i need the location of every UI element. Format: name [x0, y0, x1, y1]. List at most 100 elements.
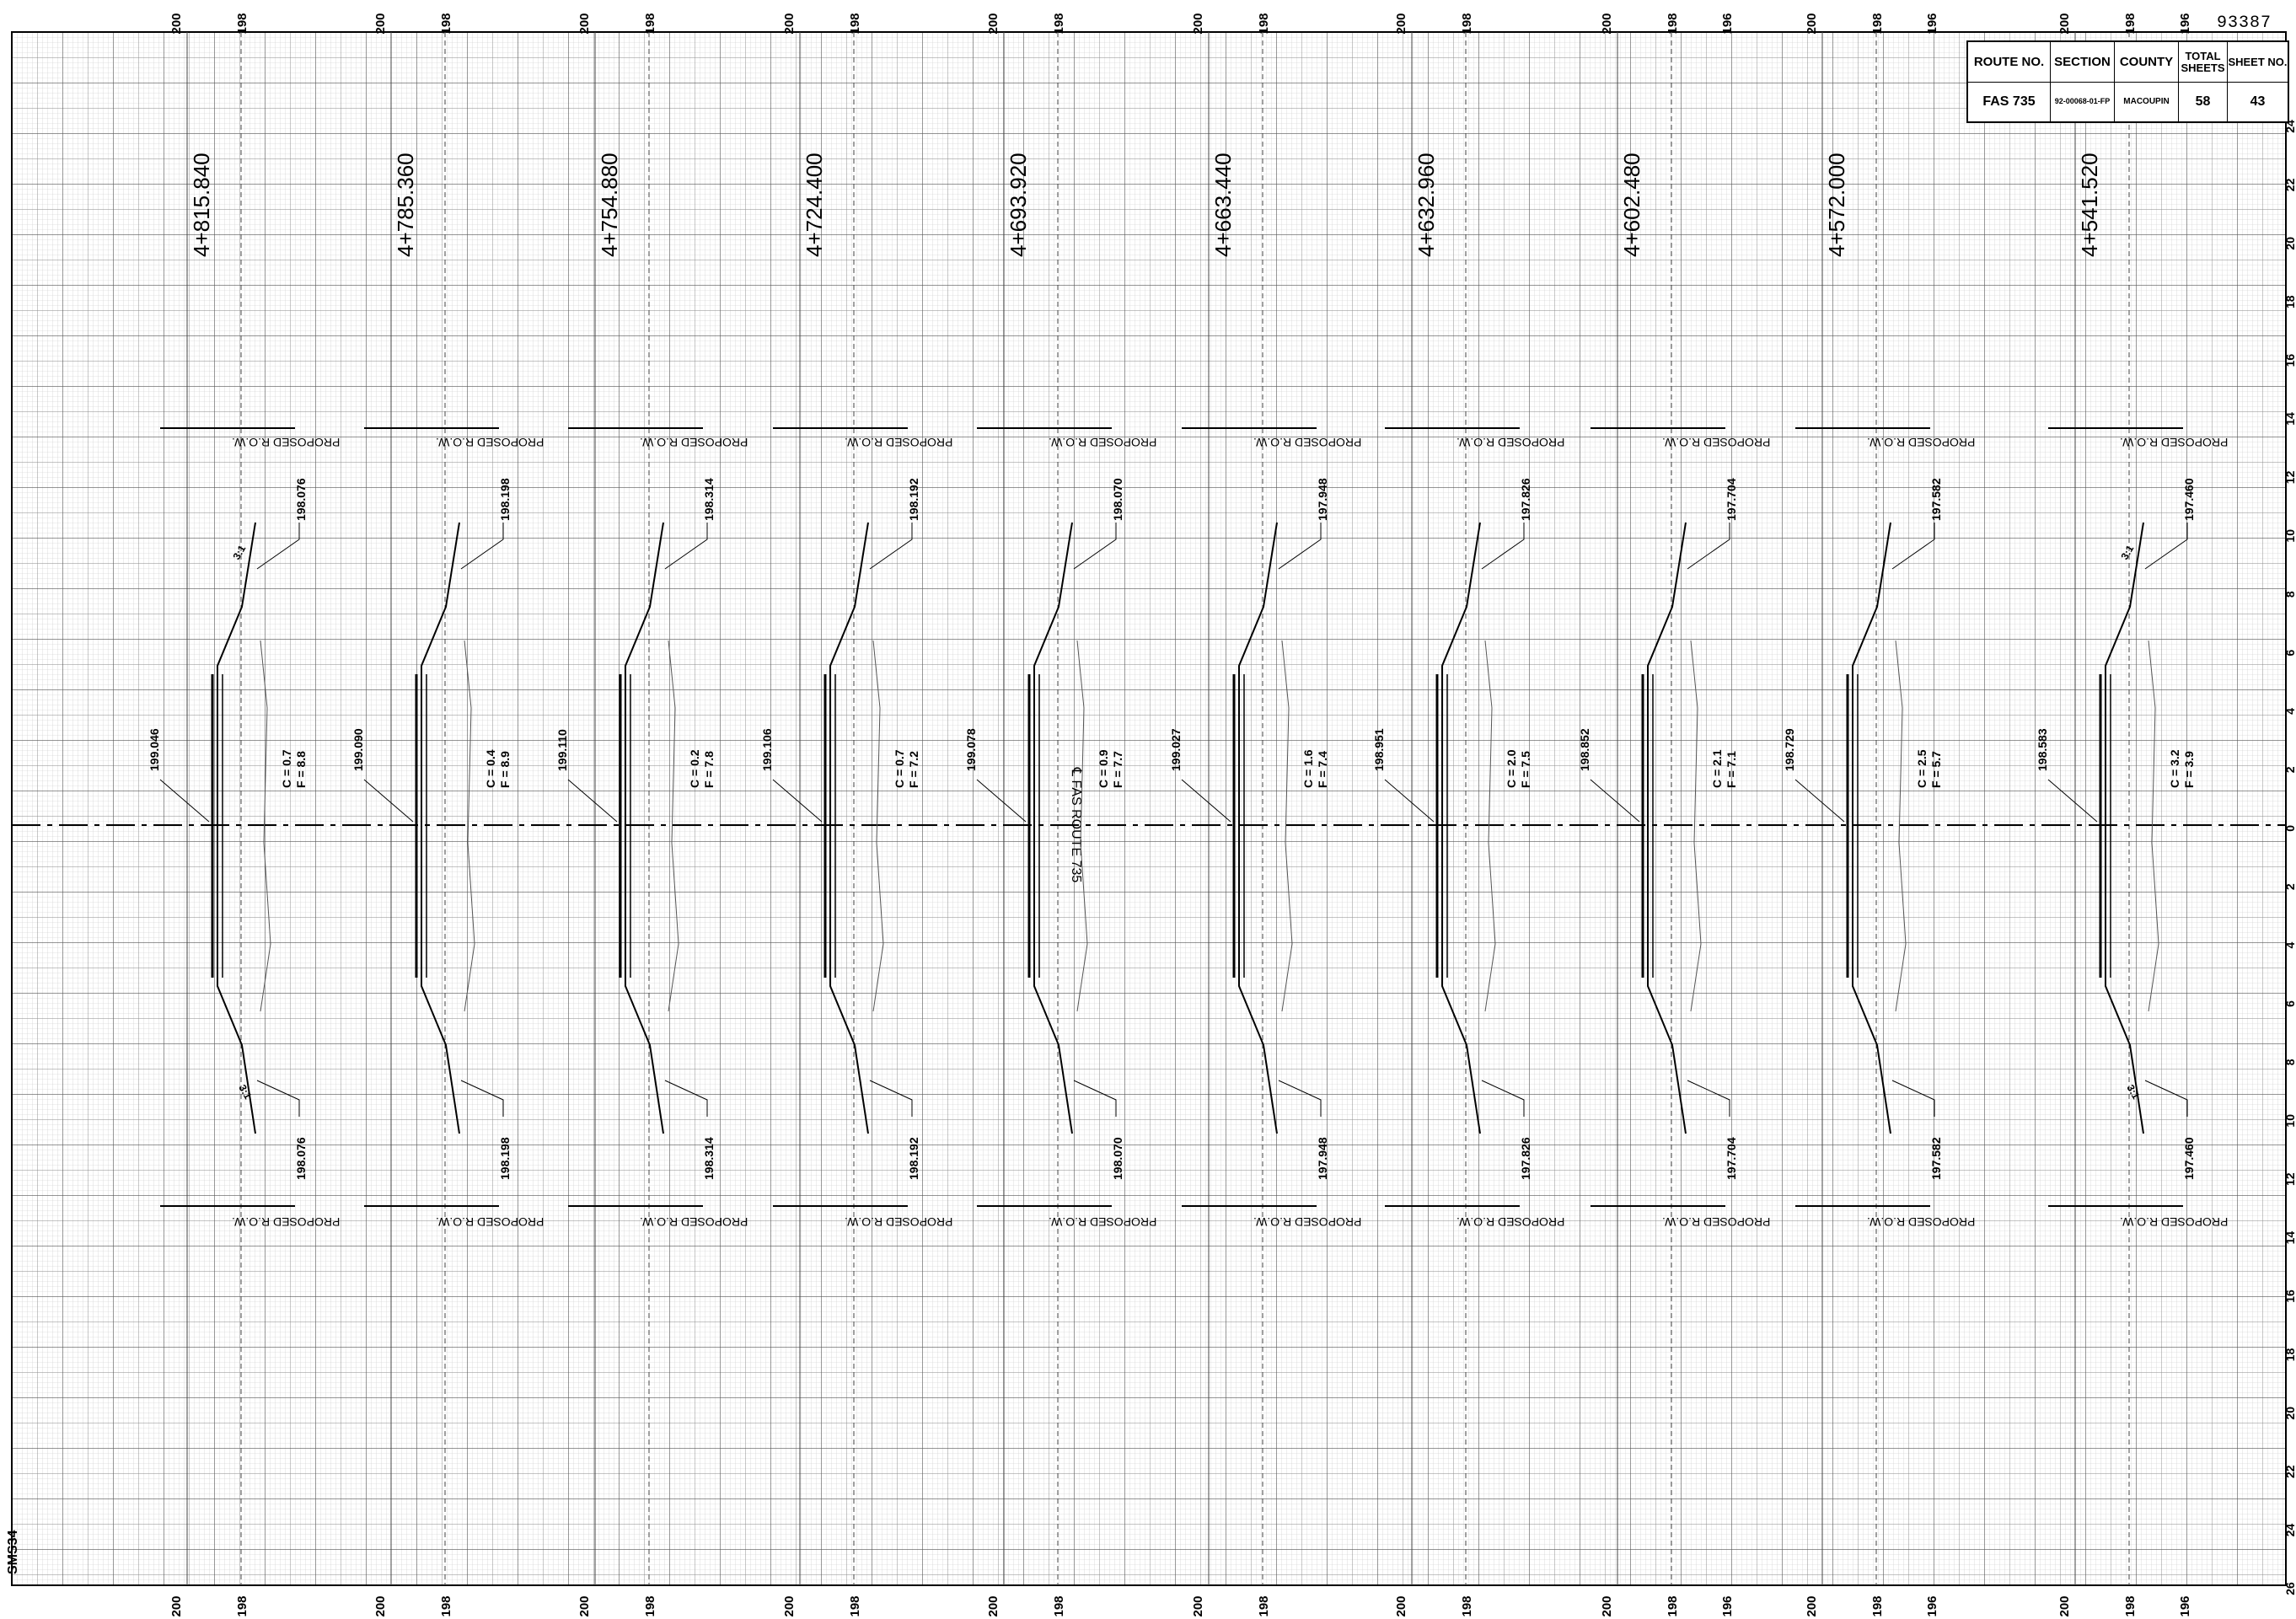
station-label: 4+754.880 [597, 153, 622, 257]
county-value: MACOUPIN [2115, 83, 2179, 121]
edge-elev-leader-bottom [1073, 1080, 1117, 1117]
edge-elev-leader-top [1073, 523, 1117, 570]
edge-elev-leader-bottom [256, 1080, 300, 1117]
centerline-elevation: 199.106 [760, 728, 774, 771]
sheet-no-value: 43 [2250, 94, 2266, 109]
station-label: 4+541.520 [2077, 153, 2102, 257]
fill-value: F = 7.1 [1725, 751, 1738, 788]
edge-elev-leader-bottom [664, 1080, 708, 1117]
existing-ground-line [872, 640, 884, 1012]
offset-label-20: 20 [2283, 237, 2296, 250]
grid-paper [11, 31, 2287, 1586]
route-no-value: FAS 735 [1968, 83, 2051, 121]
cross-sections: 4+815.840 PROPOSED R.O.W. PROPOSED R.O.W. 1… [148, 153, 2228, 1229]
right-offset-scale: 2422201816141210864202468101214161820222… [2283, 120, 2296, 1595]
cut-value: C = 2.0 [1505, 749, 1518, 788]
fill-value: F = 7.2 [907, 751, 920, 788]
bottom-scale-196: 196 [1720, 1595, 1735, 1616]
edge-elev-leader-top [1687, 523, 1730, 570]
existing-ground-line [1281, 640, 1293, 1012]
top-scale-200: 200 [1805, 13, 1819, 34]
centerline-elevation: 199.046 [148, 728, 161, 771]
fill-value: F = 7.8 [702, 751, 716, 788]
top-scale-196: 196 [2178, 13, 2192, 34]
proposed-section-profile [2105, 522, 2144, 1134]
row-label-bottom: PROPOSED R.O.W. [1662, 1215, 1770, 1229]
bottom-scale-200: 200 [1394, 1595, 1408, 1616]
centerline-elevation: 198.583 [2036, 728, 2049, 771]
route-no-header: ROUTE NO. [1968, 42, 2051, 83]
bottom-scale-198: 198 [1870, 1595, 1885, 1616]
cross-section-4+541.520: 4+541.520 PROPOSED R.O.W. PROPOSED R.O.W. 1… [2036, 153, 2228, 1229]
edge-elevation-top: 198.070 [1111, 478, 1124, 521]
row-label-bottom: PROPOSED R.O.W. [1456, 1215, 1564, 1229]
bottom-scale-198: 198 [1052, 1595, 1066, 1616]
bottom-scale-200: 200 [782, 1595, 797, 1616]
edge-elev-leader-bottom [1481, 1080, 1525, 1117]
bottom-scale-200: 200 [169, 1595, 184, 1616]
proposed-section-profile [625, 522, 664, 1134]
edge-elevation-bottom: 197.704 [1725, 1137, 1738, 1180]
top-scale-200: 200 [577, 13, 592, 34]
top-scale-200: 200 [1600, 13, 1614, 34]
section-header: SECTION [2051, 42, 2115, 83]
station-label: 4+724.400 [802, 153, 827, 257]
offset-label-22: 22 [2283, 178, 2296, 191]
row-label-top: PROPOSED R.O.W. [640, 436, 748, 449]
row-label-top: PROPOSED R.O.W. [436, 436, 544, 449]
bottom-scale-198: 198 [1257, 1595, 1271, 1616]
edge-elev-leader-bottom [1278, 1080, 1322, 1117]
row-label-bottom: PROPOSED R.O.W. [845, 1215, 952, 1229]
total-sheets-header: TOTAL SHEETS [2179, 42, 2228, 83]
cut-value: C = 0.2 [688, 749, 701, 788]
station-label: 4+785.360 [393, 153, 418, 257]
centerline-elevation: 198.951 [1372, 728, 1386, 771]
total-sheets-value: 58 [2179, 83, 2228, 121]
offset-label-14: 14 [2283, 412, 2296, 426]
edge-elevation-top: 198.192 [907, 478, 920, 521]
edge-elevation-bottom: 197.948 [1316, 1137, 1329, 1180]
existing-ground-line [260, 640, 271, 1012]
top-scale-198: 198 [848, 13, 862, 34]
cross-section-4+815.840: 4+815.840 PROPOSED R.O.W. PROPOSED R.O.W. 1… [148, 153, 340, 1229]
row-label-top: PROPOSED R.O.W. [1867, 436, 1975, 449]
edge-elevation-bottom: 198.076 [294, 1137, 308, 1180]
cross-section-4+632.960: 4+632.960 PROPOSED R.O.W. PROPOSED R.O.W. 1… [1372, 153, 1564, 1229]
edge-elev-leader-bottom [869, 1080, 913, 1117]
top-elevation-scale: 200 198 200 198 200 198 200 198 200 198 200 198 200 1… [169, 13, 2192, 34]
fill-value: F = 8.9 [498, 751, 512, 788]
edge-elev-leader-top [664, 523, 708, 570]
centerline-elev-leader [2047, 779, 2098, 823]
row-label-bottom: PROPOSED R.O.W. [436, 1215, 544, 1229]
fill-value: F = 5.7 [1929, 751, 1943, 788]
centerline-elev-leader [1590, 779, 1640, 823]
cross-section-4+754.880: 4+754.880 PROPOSED R.O.W. PROPOSED R.O.W. 1… [555, 153, 748, 1229]
centerline-elevation: 199.110 [555, 729, 569, 771]
cut-value: C = 2.5 [1915, 749, 1929, 788]
bottom-scale-200: 200 [1805, 1595, 1819, 1616]
station-label: 4+572.000 [1824, 153, 1849, 257]
edge-elevation-top: 197.826 [1519, 478, 1532, 521]
cut-value: C = 3.2 [2168, 749, 2181, 788]
centerline-elevation: 198.852 [1578, 728, 1591, 771]
cross-section-4+693.920: 4+693.920 PROPOSED R.O.W. PROPOSED R.O.W. 1… [964, 153, 1156, 1229]
top-scale-198: 198 [1870, 13, 1885, 34]
row-label-bottom: PROPOSED R.O.W. [1049, 1215, 1156, 1229]
fill-value: F = 8.8 [294, 751, 308, 788]
station-label: 4+663.440 [1210, 153, 1236, 257]
edge-elevation-top: 197.582 [1929, 478, 1943, 521]
top-scale-200: 200 [986, 13, 1000, 34]
top-scale-200: 200 [782, 13, 797, 34]
centerline-elev-leader [1384, 779, 1435, 823]
edge-elev-leader-top [1481, 523, 1525, 570]
bottom-scale-196: 196 [1925, 1595, 1939, 1616]
edge-elevation-bottom: 198.192 [907, 1137, 920, 1180]
row-label-bottom: PROPOSED R.O.W. [1253, 1215, 1361, 1229]
offset-label-10: 10 [2283, 1114, 2296, 1128]
row-label-top: PROPOSED R.O.W. [232, 436, 340, 449]
edge-elev-leader-top [1278, 523, 1322, 570]
bottom-scale-198: 198 [848, 1595, 862, 1616]
proposed-section-profile [1238, 522, 1278, 1134]
offset-label-6: 6 [2283, 649, 2296, 656]
top-scale-200: 200 [373, 13, 388, 34]
